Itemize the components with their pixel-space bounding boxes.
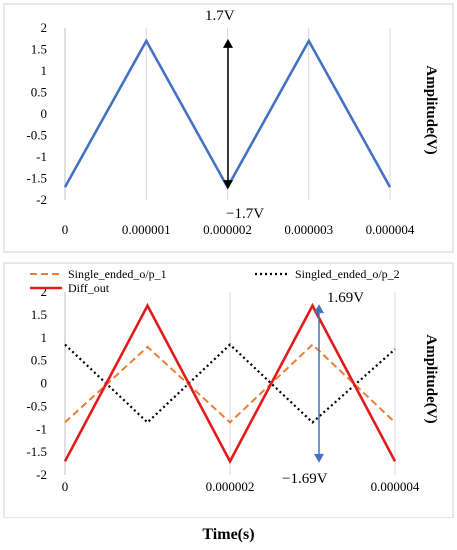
annotation-label: −1.69V	[282, 471, 328, 487]
y-tick-label: 0.5	[31, 353, 47, 368]
x-tick-label: 0.000002	[203, 222, 252, 237]
y-axis-label: Amplitude(V)	[423, 334, 439, 423]
y-tick-label: 2	[41, 20, 48, 35]
x-tick-label: 0.000003	[284, 222, 333, 237]
y-tick-label: -1.5	[26, 444, 47, 459]
y-tick-label: 1.5	[31, 307, 47, 322]
y-tick-label: -2	[36, 467, 47, 482]
y-tick-label: -0.5	[26, 398, 47, 413]
amplitude-arrow-down	[314, 453, 324, 463]
legend-label: Single_ended_o/p_1	[68, 267, 167, 281]
amplitude-arrow-up	[223, 38, 233, 48]
y-tick-label: -2	[36, 192, 47, 207]
amplitude-arrow-down	[223, 180, 233, 190]
x-tick-label: 0.000004	[366, 222, 415, 237]
chart-frame	[3, 3, 454, 253]
y-tick-label: 0	[41, 106, 48, 121]
legend-label: Singled_ended_o/p_2	[295, 267, 400, 281]
x-tick-label: 0.000002	[206, 479, 255, 494]
top-chart: 0 0.000001 0.000002 0.000003 0.000004 2 1.5 1 0.…	[3, 3, 454, 253]
x-tick-label: 0	[62, 479, 69, 494]
series-line	[63, 302, 397, 465]
amplitude-arrow-up	[314, 304, 324, 314]
x-tick-label: 0.000001	[122, 222, 171, 237]
series-line	[64, 343, 396, 424]
y-tick-label: -1	[36, 421, 47, 436]
x-tick-label: 0	[62, 222, 69, 237]
y-tick-label: 2	[41, 284, 48, 299]
annotation-label: 1.7V	[205, 8, 235, 24]
y-tick-label: 1.5	[31, 42, 47, 57]
legend-label: Diff_out	[68, 281, 110, 295]
annotation-label: −1.7V	[226, 206, 264, 222]
y-tick-label: 1	[41, 63, 48, 78]
x-tick-label: 0.000004	[371, 479, 420, 494]
y-tick-label: 1	[41, 330, 48, 345]
y-tick-label: -0.5	[26, 128, 47, 143]
bottom-chart: 0 0.000002 0.000004 2 1.5 1 0.5 0 -0.5 -1 -1.5 -2 Si…	[3, 262, 454, 519]
y-axis-label: Amplitude(V)	[423, 65, 439, 154]
y-tick-label: -1.5	[26, 171, 47, 186]
annotation-label: 1.69V	[327, 290, 364, 306]
series-line	[64, 343, 396, 424]
x-axis-label: Time(s)	[202, 526, 255, 543]
y-tick-label: -1	[36, 149, 47, 164]
y-tick-label: 0	[41, 376, 48, 391]
bottom-chart-panel: 0 0.000002 0.000004 2 1.5 1 0.5 0 -0.5 -1 -1.5 -2 Si…	[0, 259, 457, 519]
y-tick-label: 0.5	[31, 85, 47, 100]
top-chart-panel: 0 0.000001 0.000002 0.000003 0.000004 2 1.5 1 0.…	[0, 0, 457, 256]
